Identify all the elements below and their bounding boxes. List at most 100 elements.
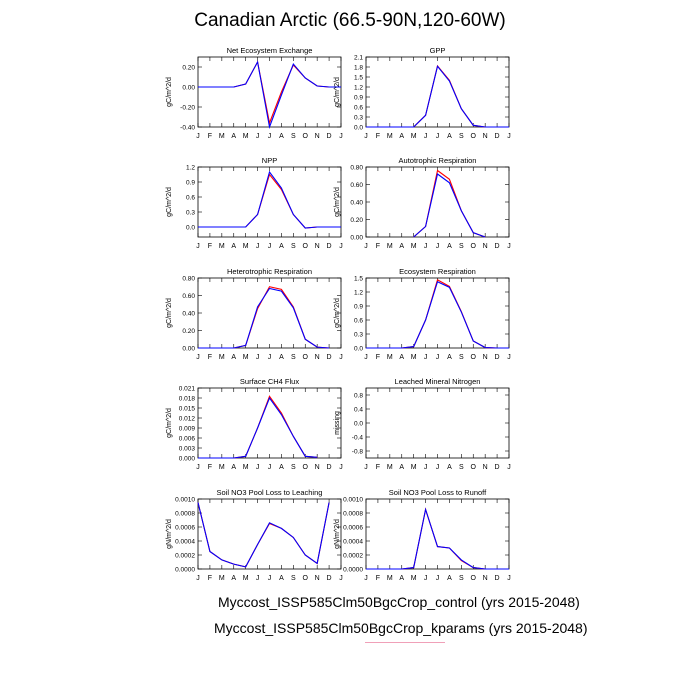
x-tick-label: N <box>315 243 320 250</box>
y-tick-label: 0.0002 <box>175 553 195 560</box>
x-tick-label: F <box>376 575 380 582</box>
x-tick-label: F <box>376 243 380 250</box>
series-line <box>198 60 341 130</box>
x-tick-label: J <box>196 464 200 471</box>
x-tick-label: A <box>279 133 284 140</box>
series-line <box>366 507 509 570</box>
y-tick-label: 0.0008 <box>343 511 363 518</box>
x-tick-label: F <box>376 464 380 471</box>
x-tick-label: N <box>483 575 488 582</box>
x-tick-label: J <box>436 575 440 582</box>
x-tick-label: N <box>315 464 320 471</box>
x-tick-label: S <box>291 354 296 361</box>
x-tick-label: A <box>399 464 404 471</box>
x-tick-label: S <box>291 464 296 471</box>
x-tick-label: S <box>459 575 464 582</box>
y-tick-label: 0.0000 <box>343 567 363 574</box>
x-tick-label: N <box>483 133 488 140</box>
y-tick-label: 0.0 <box>354 346 363 353</box>
x-tick-label: J <box>339 133 343 140</box>
x-tick-label: J <box>436 354 440 361</box>
x-tick-label: N <box>483 243 488 250</box>
series-line <box>198 286 330 349</box>
x-tick-label: M <box>219 464 225 471</box>
x-tick-label: J <box>436 464 440 471</box>
x-tick-label: J <box>364 133 368 140</box>
x-tick-label: J <box>339 354 343 361</box>
x-tick-label: D <box>327 243 332 250</box>
panel-title: Soil NO3 Pool Loss to Runoff <box>389 488 487 497</box>
x-tick-label: M <box>219 243 225 250</box>
x-tick-label: J <box>256 243 260 250</box>
series-line <box>198 60 341 125</box>
x-tick-label: F <box>208 243 212 250</box>
x-tick-label: J <box>268 243 272 250</box>
x-tick-label: D <box>327 354 332 361</box>
series-line <box>413 173 486 238</box>
y-tick-label: -0.8 <box>352 449 364 456</box>
x-tick-label: J <box>436 243 440 250</box>
x-tick-label: D <box>327 464 332 471</box>
page-title: Canadian Arctic (66.5-90N,120-60W) <box>194 10 506 31</box>
y-tick-label: -0.40 <box>180 125 195 132</box>
plot-frame <box>365 387 510 459</box>
x-tick-label: J <box>196 354 200 361</box>
y-tick-label: 0.9 <box>354 95 363 102</box>
x-tick-label: N <box>315 354 320 361</box>
x-tick-label: J <box>339 575 343 582</box>
y-tick-label: 0.021 <box>179 386 196 393</box>
x-tick-label: J <box>436 133 440 140</box>
y-tick-label: 0.6 <box>354 318 363 325</box>
panel-title: Autotrophic Respiration <box>399 156 477 165</box>
plot-frame <box>365 277 510 349</box>
x-tick-label: D <box>495 354 500 361</box>
y-tick-label: 0.6 <box>186 195 195 202</box>
y-tick-label: -0.4 <box>352 435 364 442</box>
panel: Soil NO3 Pool Loss to Leaching gN/m^2/d J F… <box>166 488 343 582</box>
series-line <box>198 170 341 229</box>
y-tick-label: 0.3 <box>354 332 363 339</box>
x-tick-label: F <box>208 133 212 140</box>
y-tick-label: 0.0010 <box>175 497 195 504</box>
series-line <box>366 280 509 349</box>
y-tick-label: 0.0004 <box>175 539 195 546</box>
x-tick-label: F <box>376 354 380 361</box>
y-tick-label: 0.9 <box>186 180 195 187</box>
x-tick-label: A <box>279 464 284 471</box>
x-tick-label: J <box>507 133 511 140</box>
x-tick-label: J <box>268 133 272 140</box>
x-tick-label: A <box>447 464 452 471</box>
x-tick-label: S <box>291 243 296 250</box>
x-tick-label: D <box>327 575 332 582</box>
x-tick-label: J <box>364 575 368 582</box>
y-tick-label: 0.0006 <box>175 525 195 532</box>
x-tick-label: A <box>399 575 404 582</box>
y-tick-label: 0.6 <box>354 105 363 112</box>
x-tick-label: N <box>315 133 320 140</box>
x-tick-label: J <box>256 464 260 471</box>
panel-title: Heterotrophic Respiration <box>227 267 312 276</box>
y-tick-label: -0.20 <box>180 105 195 112</box>
y-tick-label: 0.0 <box>354 125 363 132</box>
x-tick-label: M <box>387 243 393 250</box>
y-axis-label: gC/m^2/d <box>334 298 341 328</box>
y-tick-label: 0.3 <box>186 210 195 217</box>
x-tick-label: M <box>243 133 249 140</box>
series-line <box>366 507 509 570</box>
x-tick-label: S <box>291 575 296 582</box>
y-axis-label: gC/m^2/d <box>166 298 173 328</box>
x-tick-label: M <box>387 354 393 361</box>
x-tick-label: A <box>447 243 452 250</box>
x-tick-label: D <box>495 243 500 250</box>
x-tick-label: A <box>399 354 404 361</box>
y-axis-label: gC/m^2/d <box>166 408 173 438</box>
y-tick-label: 0.80 <box>182 276 195 283</box>
series-line <box>366 64 509 128</box>
y-axis-label: gN/m^2/d <box>334 519 341 549</box>
x-tick-label: M <box>411 575 417 582</box>
x-tick-label: A <box>447 575 452 582</box>
x-tick-label: O <box>303 354 309 361</box>
